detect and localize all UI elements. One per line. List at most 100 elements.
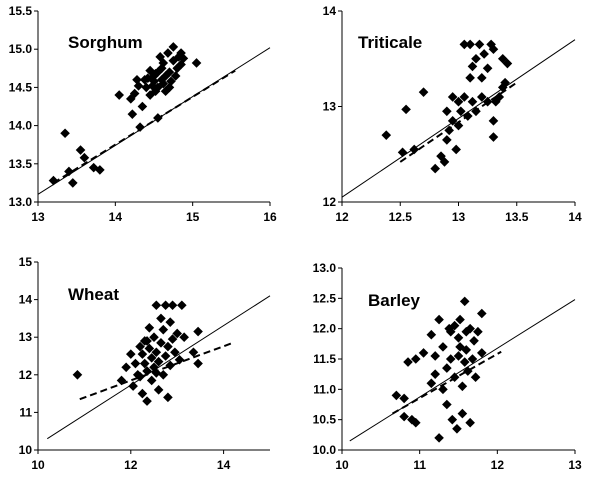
triticale-solid-line [341, 39, 576, 198]
wheat-title: Wheat [68, 285, 119, 304]
barley-data-point [418, 348, 429, 358]
sorghum-data-point [172, 63, 182, 74]
sorghum-data-point [176, 48, 186, 58]
sorghum-data-point [155, 52, 165, 62]
barley-data-point [399, 411, 409, 422]
triticale-data-point [500, 77, 510, 88]
triticale-data-point [482, 63, 493, 74]
triticale-x-tick-label: 14 [568, 210, 582, 224]
barley-data-point [434, 314, 444, 325]
sorghum-data-point [68, 178, 78, 188]
wheat-data-point [172, 328, 182, 339]
sorghum-x-tick-label: 14 [109, 210, 123, 224]
triticale-data-point [474, 39, 485, 50]
panel-sorghum: 13.0 13.5 14.0 14.5 15.0 15.5 13 14 15 16 Sorghum [9, 4, 277, 224]
triticale-data-point [477, 73, 487, 83]
sorghum-data-point [176, 59, 186, 70]
wheat-data-point [193, 358, 203, 369]
barley-x-tick-label: 13 [568, 458, 582, 472]
triticale-x-tick-label: 13.5 [505, 210, 529, 224]
triticale-x-tick-label: 12.5 [389, 210, 413, 224]
sorghum-y-tick-label: 14.0 [9, 119, 33, 133]
wheat-data-point [188, 347, 199, 358]
triticale-data-point [442, 106, 452, 117]
triticale-data-point [453, 96, 464, 107]
wheat-data-point [158, 370, 169, 380]
triticale-x-tick-label: 13 [452, 210, 466, 224]
sorghum-data-point [163, 48, 173, 58]
triticale-data-point [401, 104, 411, 115]
sorghum-data-point [60, 128, 70, 139]
barley-data-point [447, 414, 458, 425]
wheat-y-tick-label: 11 [19, 405, 32, 419]
triticale-data-point [467, 96, 478, 107]
barley-data-point [477, 348, 487, 358]
wheat-y-tick-label: 14 [19, 293, 33, 307]
barley-data-point [410, 417, 421, 428]
wheat-data-point [142, 336, 152, 346]
barley-y-tick-label: 10.0 [313, 443, 337, 457]
barley-data-point [473, 326, 483, 337]
barley-data-point [463, 366, 473, 376]
barley-data-point [403, 357, 413, 367]
sorghum-data-point [164, 82, 175, 93]
wheat-y-tick-label: 10 [19, 443, 33, 457]
barley-data-point [461, 326, 472, 337]
triticale-data-point [463, 111, 473, 121]
triticale-y-tick-label: 13 [323, 100, 337, 114]
sorghum-data-point [127, 109, 138, 119]
triticale-data-point [477, 92, 487, 102]
barley-data-point [442, 363, 452, 373]
wheat-data-point [142, 396, 152, 406]
barley-data-point [391, 390, 402, 401]
sorghum-data-point [114, 90, 124, 100]
triticale-data-point [381, 130, 392, 140]
triticale-data-point [447, 116, 458, 126]
triticale-y-tick-label: 12 [323, 195, 337, 209]
sorghum-data-point [129, 88, 140, 99]
sorghum-data-point [191, 58, 202, 68]
triticale-title: Triticale [358, 33, 422, 52]
triticale-data-point [447, 92, 458, 102]
wheat-data-point [130, 358, 141, 369]
sorghum-title: Sorghum [68, 33, 143, 52]
triticale-data-point [488, 116, 499, 126]
sorghum-y-tick-label: 13.5 [9, 157, 33, 171]
wheat-data-point [135, 341, 145, 352]
barley-y-tick-label: 11.5 [313, 352, 336, 366]
wheat-data-point [158, 324, 169, 335]
triticale-data-point [459, 92, 470, 102]
barley-data-point [465, 323, 475, 334]
barley-x-tick-label: 10 [335, 458, 349, 472]
wheat-data-point [135, 371, 145, 382]
barley-data-point [442, 399, 452, 410]
wheat-data-point [149, 332, 159, 342]
wheat-x-tick-label: 12 [124, 458, 138, 472]
triticale-data-point [436, 151, 446, 161]
wheat-data-point [167, 334, 178, 344]
barley-data-point [455, 314, 465, 325]
triticale-data-point [486, 39, 496, 50]
sorghum-data-point [168, 42, 179, 52]
barley-data-point [426, 378, 437, 389]
sorghum-data-point [79, 152, 90, 163]
barley-data-point [426, 329, 437, 340]
sorghum-x-tick-label: 15 [186, 210, 200, 224]
wheat-data-point [137, 388, 148, 399]
sorghum-data-point [135, 122, 145, 132]
barley-y-tick-label: 12.5 [313, 291, 337, 305]
sorghum-y-tick-label: 15.5 [9, 4, 33, 18]
barley-data-point [457, 381, 468, 392]
barley-data-point [444, 323, 454, 334]
triticale-data-point [453, 120, 464, 131]
barley-x-tick-label: 12 [491, 458, 505, 472]
triticale-x-tick-label: 12 [335, 210, 349, 224]
sorghum-data-point [150, 68, 161, 79]
wheat-data-point [137, 349, 148, 359]
triticale-data-point [451, 144, 461, 155]
triticale-data-point [494, 92, 505, 102]
barley-y-tick-label: 12.0 [313, 322, 337, 336]
triticale-data-point [397, 147, 408, 158]
sorghum-data-point [170, 71, 181, 81]
panel-barley: 10.0 10.5 11.0 11.5 12.0 12.5 13.0 10 11 12 13 Barl… [313, 261, 582, 472]
